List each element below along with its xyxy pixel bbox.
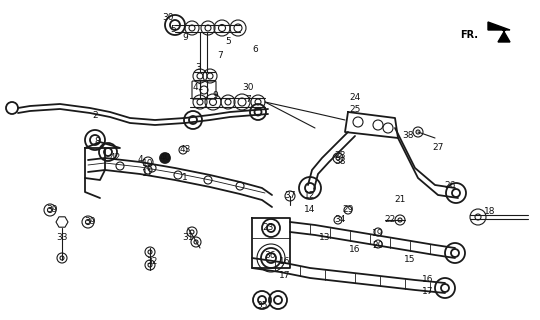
Text: 36: 36 [264, 251, 276, 260]
Text: 20: 20 [372, 241, 384, 250]
Text: 16: 16 [349, 245, 361, 254]
Text: 16: 16 [422, 276, 434, 284]
Text: 29: 29 [342, 205, 354, 214]
Text: 41: 41 [192, 84, 204, 92]
Text: 34: 34 [334, 215, 346, 225]
Text: 18: 18 [484, 207, 496, 217]
Text: 7: 7 [217, 51, 223, 60]
Text: 3: 3 [195, 63, 201, 73]
Text: 4: 4 [137, 156, 143, 164]
Text: 30: 30 [242, 84, 254, 92]
Text: 9: 9 [212, 91, 218, 100]
Text: 6: 6 [252, 45, 258, 54]
Text: 12: 12 [305, 191, 316, 201]
Text: 5: 5 [170, 26, 176, 35]
Text: 40: 40 [159, 154, 171, 163]
Text: 27: 27 [433, 143, 444, 153]
Text: FR.: FR. [460, 30, 478, 40]
Text: 15: 15 [404, 255, 416, 265]
Text: 42: 42 [110, 154, 120, 163]
Text: 30: 30 [162, 13, 174, 22]
Text: 39: 39 [46, 205, 58, 214]
Text: 38: 38 [334, 157, 346, 166]
Text: 17: 17 [279, 270, 291, 279]
Text: 31: 31 [183, 234, 194, 243]
Text: 22: 22 [384, 215, 396, 225]
Text: 24: 24 [349, 93, 361, 102]
Polygon shape [488, 22, 510, 42]
Text: 33: 33 [56, 234, 68, 243]
Text: 25: 25 [349, 106, 361, 115]
Text: 28: 28 [334, 150, 346, 159]
Text: 39: 39 [84, 218, 96, 227]
Text: 32: 32 [146, 258, 158, 267]
Circle shape [160, 153, 170, 163]
Text: 21: 21 [394, 196, 406, 204]
Text: 35: 35 [256, 300, 268, 309]
Text: 19: 19 [372, 228, 384, 237]
Text: 43: 43 [179, 146, 191, 155]
Text: 7: 7 [245, 95, 251, 105]
Text: 17: 17 [422, 287, 434, 297]
Text: 14: 14 [305, 205, 316, 214]
Text: 16: 16 [279, 258, 291, 267]
Text: 2: 2 [92, 110, 98, 119]
Text: 5: 5 [225, 37, 231, 46]
Text: 9: 9 [182, 34, 188, 43]
Text: 38: 38 [402, 131, 414, 140]
Text: 26: 26 [444, 180, 456, 189]
Text: 13: 13 [319, 234, 330, 243]
Text: 1: 1 [182, 173, 188, 182]
Text: 10: 10 [142, 158, 154, 167]
Text: 23: 23 [262, 223, 274, 233]
Text: 11: 11 [142, 169, 154, 178]
Text: 8: 8 [94, 138, 100, 147]
Text: 37: 37 [284, 190, 296, 199]
